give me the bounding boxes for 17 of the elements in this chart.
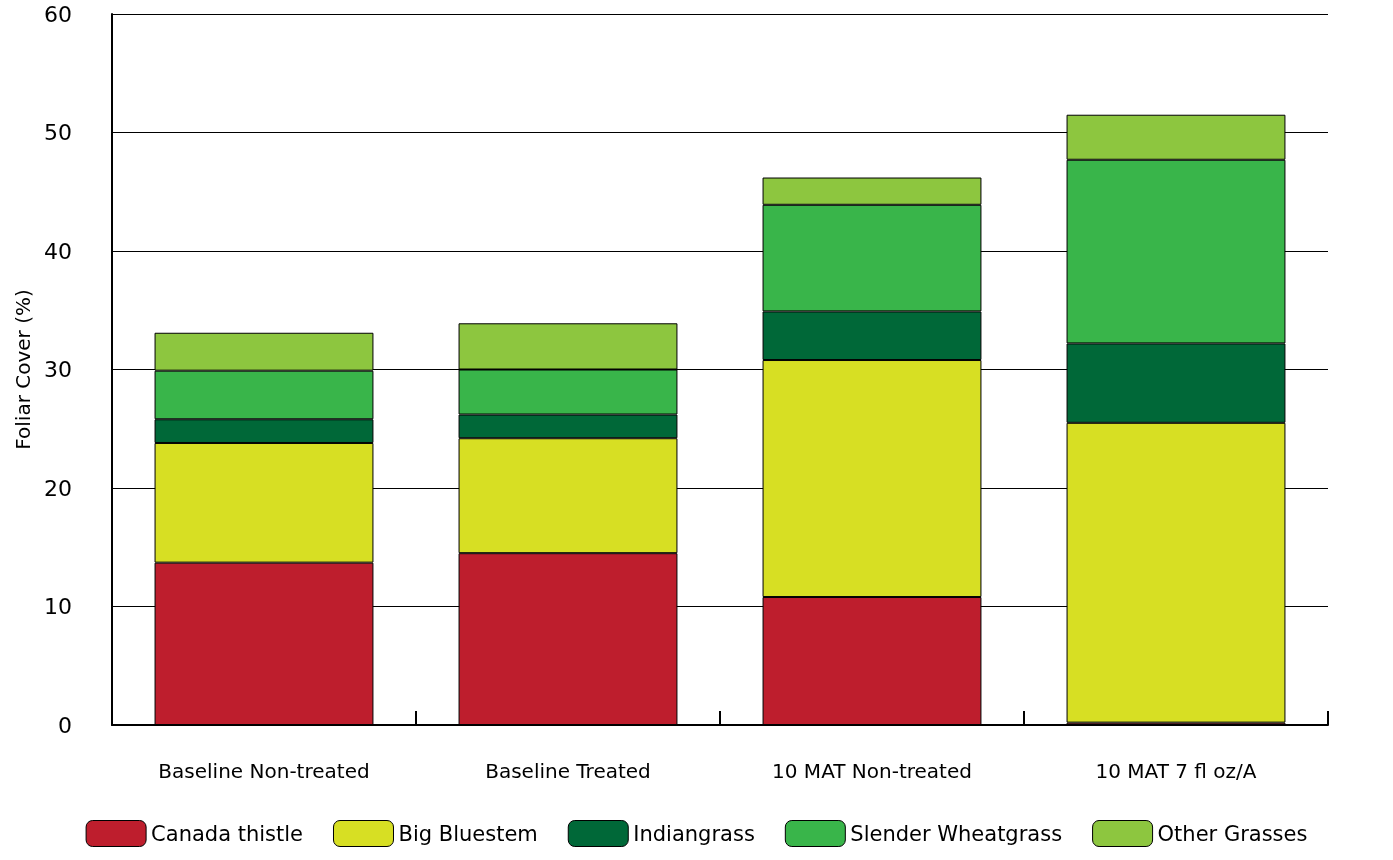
- legend-label: Other Grasses: [1157, 821, 1308, 846]
- y-tick-label: 50: [44, 120, 72, 145]
- y-tick-label: 10: [44, 594, 72, 619]
- x-tick-label: Baseline Treated: [485, 759, 651, 783]
- x-tick-label: Baseline Non-treated: [158, 759, 370, 783]
- x-tick-label: 10 MAT 7 fl oz/A: [1095, 759, 1257, 783]
- x-tick-label: 10 MAT Non-treated: [772, 759, 972, 783]
- legend-label: Big Bluestem: [398, 821, 538, 846]
- y-axis-title: Foliar Cover (%): [11, 289, 36, 450]
- legend-label: Slender Wheatgrass: [850, 821, 1063, 846]
- y-tick-label: 40: [44, 238, 72, 264]
- y-tick-label: 30: [44, 357, 72, 382]
- y-tick-label: 0: [58, 712, 72, 738]
- y-tick-label: 20: [44, 475, 72, 501]
- legend-label: Indiangrass: [633, 821, 755, 846]
- legend-label: Canada thistle: [151, 821, 303, 846]
- y-tick-label: 60: [44, 1, 72, 27]
